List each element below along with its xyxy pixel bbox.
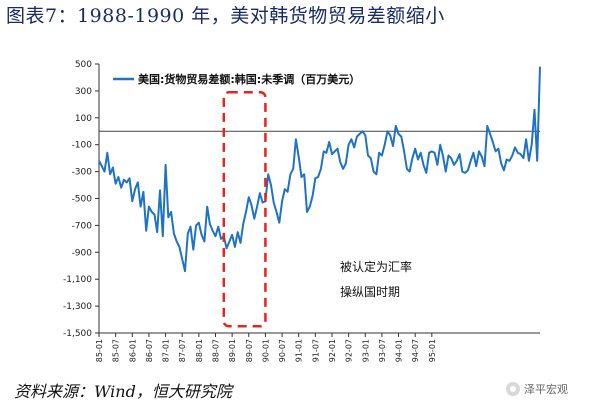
x-tick-label: 85-01 — [95, 339, 104, 362]
x-axis: 85-01 85-07 86-01 86-07 87-01 87-07 88-01 88-07… — [95, 130, 540, 362]
wechat-icon — [506, 382, 520, 396]
annotation: 被认定为汇率 操纵国时期 — [340, 259, 412, 299]
x-tick-label: 93-07 — [378, 339, 387, 362]
y-tick-label: -500 — [72, 195, 93, 205]
watermark-text: 泽平宏观 — [524, 383, 568, 396]
x-tick-label: 86-07 — [145, 339, 154, 362]
x-tick-label: 90-07 — [278, 339, 287, 362]
x-tick-label: 91-07 — [311, 339, 320, 362]
x-tick-label: 88-01 — [195, 339, 204, 362]
series-line — [98, 66, 541, 273]
figure-title: 图表7：1988-1990 年，美对韩货物贸易差额缩小 — [6, 5, 445, 27]
x-tick-label: 93-01 — [361, 339, 370, 362]
plot-area — [98, 66, 541, 328]
x-tick-label: 85-07 — [112, 339, 121, 362]
legend: 美国:货物贸易差额:韩国:未季调（百万美元） — [113, 72, 360, 86]
x-tick-label: 94-01 — [395, 339, 404, 362]
annotation-line-2: 操纵国时期 — [340, 284, 400, 299]
x-tick-label: 89-01 — [228, 339, 237, 362]
x-tick-label: 92-07 — [345, 339, 354, 362]
x-tick-label: 88-07 — [211, 339, 220, 362]
x-tick-label: 90-01 — [261, 339, 270, 362]
x-tick-label: 89-07 — [245, 339, 254, 362]
y-tick-label: -300 — [72, 168, 93, 178]
x-tick-label: 86-01 — [128, 339, 137, 362]
y-tick-label: -100 — [72, 141, 93, 151]
x-tick-label: 87-07 — [178, 339, 187, 362]
annotation-line-1: 被认定为汇率 — [340, 259, 412, 274]
x-tick-label: 92-01 — [328, 339, 337, 362]
y-tick-label: 100 — [75, 114, 92, 124]
y-tick-label: -1,500 — [63, 329, 92, 339]
y-ticks: 500 300 100 -100 -300 -500 -700 -900 -1,100 -1,30… — [63, 60, 99, 339]
legend-label: 美国:货物贸易差额:韩国:未季调（百万美元） — [138, 72, 360, 86]
y-tick-label: 500 — [75, 60, 92, 70]
x-ticks: 85-01 85-07 86-01 86-07 87-01 87-07 88-01 88-07… — [95, 333, 437, 362]
x-tick-label: 87-01 — [162, 339, 171, 362]
source-note: 资料来源：Wind，恒大研究院 — [14, 382, 232, 401]
y-tick-label: -700 — [72, 221, 93, 231]
x-tick-label: 91-01 — [295, 339, 304, 362]
y-axis: 500 300 100 -100 -300 -500 -700 -900 -1,100 -1,30… — [63, 60, 100, 339]
x-tick-label: 94-07 — [411, 339, 420, 362]
trade-balance-chart: 500 300 100 -100 -300 -500 -700 -900 -1,100 -1,30… — [63, 60, 541, 362]
y-tick-label: -1,300 — [63, 302, 92, 312]
y-tick-label: -900 — [72, 248, 93, 258]
y-tick-label: 300 — [75, 87, 92, 97]
highlight-box — [222, 90, 267, 328]
y-tick-label: -1,100 — [63, 275, 92, 285]
x-tick-label: 95-01 — [428, 339, 437, 362]
watermark: 泽平宏观 — [506, 381, 568, 397]
